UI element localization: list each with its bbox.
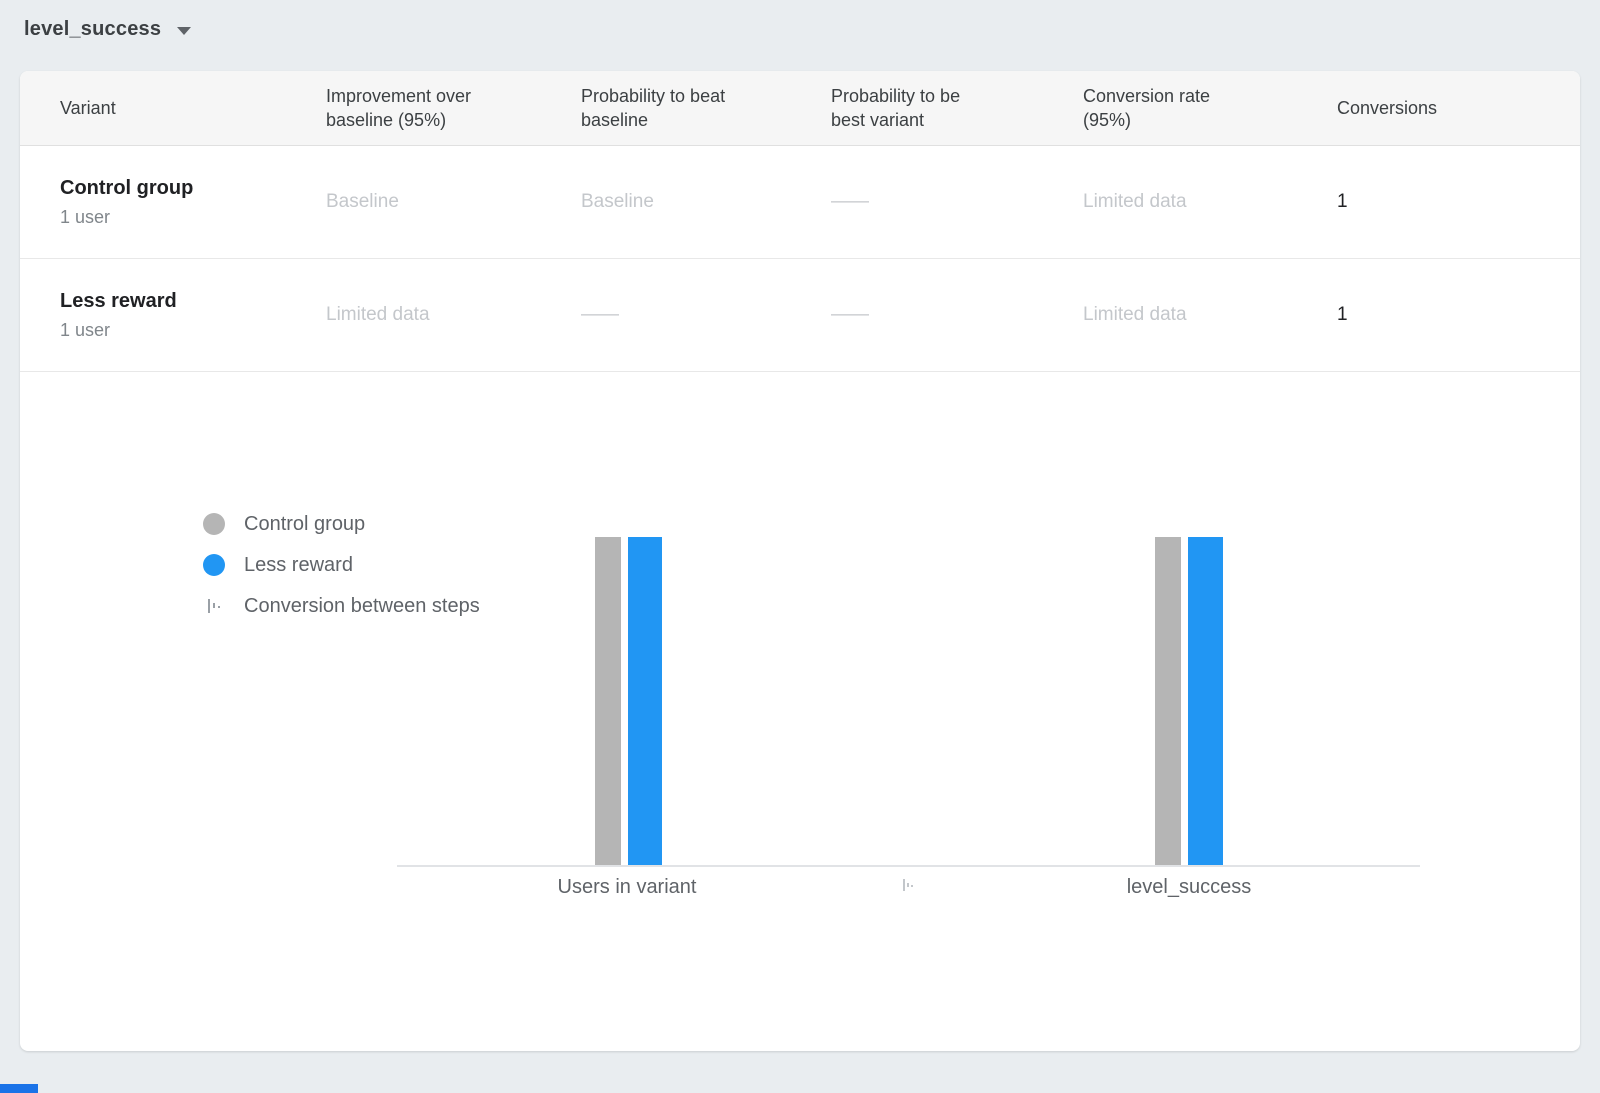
chart-legend: Control group Less reward Conversion bet… bbox=[203, 512, 480, 635]
experiment-results-card: Variant Improvement over baseline (95%) … bbox=[20, 71, 1580, 1051]
prob-best-variant-value: —— bbox=[831, 304, 869, 325]
variant-cell: Control group 1 user bbox=[60, 177, 326, 228]
conversion-rate-value: Limited data bbox=[1083, 304, 1187, 325]
variant-name: Control group bbox=[60, 176, 194, 199]
variant-name: Less reward bbox=[60, 289, 177, 312]
column-header-prob-beat-baseline: Probability to beat baseline bbox=[581, 85, 726, 130]
chevron-down-icon bbox=[177, 27, 192, 35]
column-header-conversions: Conversions bbox=[1337, 97, 1438, 118]
bar-control-group-users[interactable] bbox=[595, 537, 621, 865]
legend-label: Control group bbox=[244, 512, 366, 535]
conversion-between-steps-icon bbox=[903, 879, 915, 898]
column-header-conversion-rate: Conversion rate (95%) bbox=[1083, 85, 1211, 130]
legend-item-less-reward: Less reward bbox=[203, 553, 480, 577]
table-row-control-group: Control group 1 user Baseline Baseline —… bbox=[20, 146, 1580, 259]
bar-less-reward-users[interactable] bbox=[628, 537, 662, 865]
conversions-value: 1 bbox=[1337, 191, 1348, 212]
prob-best-variant-value: —— bbox=[831, 191, 869, 212]
legend-label: Less reward bbox=[244, 553, 353, 576]
column-header-improvement: Improvement over baseline (95%) bbox=[326, 85, 472, 130]
legend-item-conversion-between-steps: Conversion between steps bbox=[203, 594, 480, 618]
x-axis-label-level-success: level_success bbox=[1126, 876, 1252, 898]
legend-item-control-group: Control group bbox=[203, 512, 480, 536]
x-axis-line bbox=[397, 865, 1420, 867]
column-header-variant: Variant bbox=[60, 97, 116, 118]
conversion-funnel-chart: Control group Less reward Conversion bet… bbox=[20, 372, 1580, 1051]
variant-user-count: 1 user bbox=[60, 206, 111, 227]
prob-beat-baseline-value: —— bbox=[581, 304, 619, 325]
variant-user-count: 1 user bbox=[60, 319, 111, 340]
column-header-prob-best-variant: Probability to be best variant bbox=[831, 85, 961, 130]
conversion-between-steps-icon bbox=[203, 598, 225, 615]
table-header: Variant Improvement over baseline (95%) … bbox=[20, 71, 1580, 146]
conversions-value: 1 bbox=[1337, 304, 1348, 325]
variant-cell: Less reward 1 user bbox=[60, 290, 326, 341]
control-group-swatch-icon bbox=[203, 513, 225, 535]
improvement-value: Limited data bbox=[326, 304, 430, 325]
prob-beat-baseline-value: Baseline bbox=[581, 191, 654, 212]
bar-control-group-conversion[interactable] bbox=[1155, 537, 1181, 865]
improvement-value: Baseline bbox=[326, 191, 399, 212]
metric-selector[interactable]: level_success bbox=[24, 18, 192, 41]
bar-less-reward-conversion[interactable] bbox=[1188, 537, 1223, 865]
less-reward-swatch-icon bbox=[203, 554, 225, 576]
metric-selector-value: level_success bbox=[24, 18, 162, 40]
conversion-rate-value: Limited data bbox=[1083, 191, 1187, 212]
bar-plot-area bbox=[20, 372, 1580, 866]
x-axis-label-users-in-variant: Users in variant bbox=[557, 876, 697, 898]
table-row-less-reward: Less reward 1 user Limited data —— —— Li… bbox=[20, 259, 1580, 372]
legend-label: Conversion between steps bbox=[244, 594, 480, 617]
bottom-left-accent bbox=[0, 1084, 38, 1093]
